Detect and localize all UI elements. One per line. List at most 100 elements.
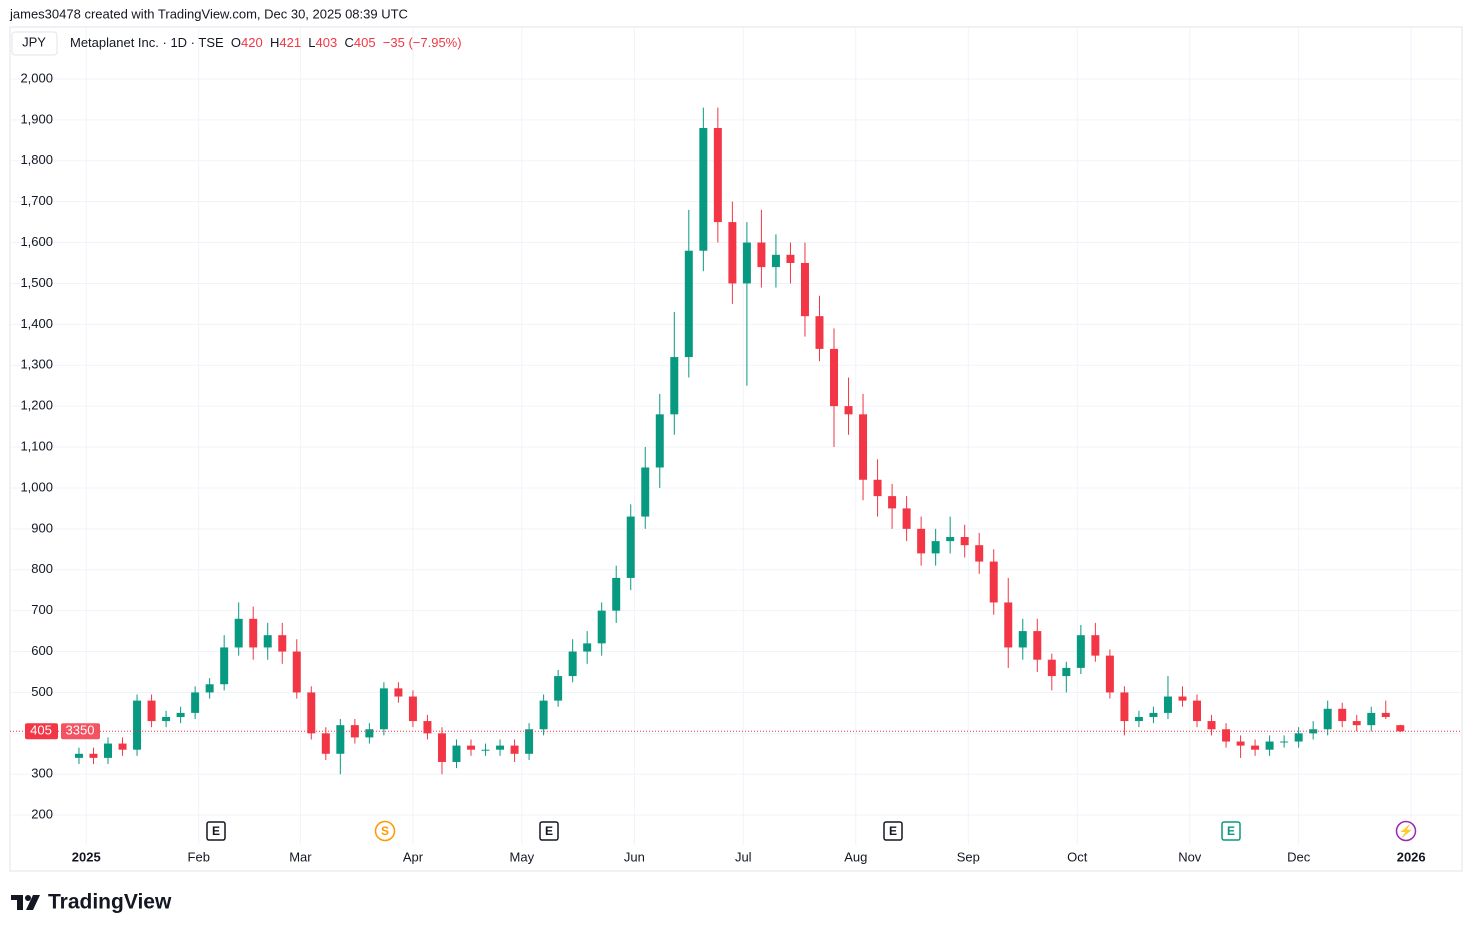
candle-body xyxy=(844,406,853,415)
event-label: E xyxy=(212,824,220,838)
candle-body xyxy=(1309,729,1318,734)
candle-body xyxy=(1091,635,1100,656)
candle-body xyxy=(1163,696,1172,713)
candle-body xyxy=(1251,745,1260,750)
candle-body xyxy=(1033,631,1042,660)
candle-body xyxy=(699,128,708,251)
candle-body xyxy=(234,618,243,648)
x-tick-label: Nov xyxy=(1178,849,1202,864)
candle-body xyxy=(742,242,751,284)
candle-body xyxy=(74,753,83,758)
candle-body xyxy=(1018,631,1027,648)
candle-body xyxy=(350,725,359,738)
candle-body xyxy=(612,577,621,611)
candle-body xyxy=(205,684,214,693)
candle-body xyxy=(931,541,940,554)
x-tick-label: 2025 xyxy=(72,849,101,864)
ohlc-value: 420 xyxy=(241,35,263,50)
candle-body xyxy=(1367,712,1376,726)
price-label-extra: 3350 xyxy=(66,723,95,738)
ohlc-value: 405 xyxy=(353,35,376,50)
candle-body xyxy=(249,618,258,648)
candle-body xyxy=(176,712,185,717)
candle-body xyxy=(510,745,519,754)
caption: james30478 created with TradingView.com,… xyxy=(9,6,408,21)
candle-body xyxy=(1105,655,1114,693)
currency-box xyxy=(11,31,58,56)
candle-body xyxy=(597,610,606,644)
y-tick-label: 700 xyxy=(31,602,53,617)
candle-body xyxy=(859,414,868,480)
candle-body xyxy=(278,635,287,652)
candle-body xyxy=(975,545,984,562)
event-marker xyxy=(1395,820,1417,842)
event-marker xyxy=(883,821,903,841)
y-tick-label: 2,000 xyxy=(20,70,53,85)
ohlc-value: 421 xyxy=(279,35,302,50)
candle-body xyxy=(539,700,548,730)
candle-body xyxy=(1207,721,1216,730)
candle-body xyxy=(89,753,98,758)
candle-body xyxy=(1396,725,1405,732)
candle-body xyxy=(1280,741,1289,743)
event-label: S xyxy=(381,824,389,838)
x-tick-label: Oct xyxy=(1067,849,1088,864)
candle-body xyxy=(1338,708,1347,722)
candle-body xyxy=(1222,729,1231,742)
candle-body xyxy=(583,643,592,652)
candle-body xyxy=(728,222,737,284)
currency: JPY xyxy=(22,34,46,49)
logo-text: TradingView xyxy=(48,891,172,914)
y-tick-label: 800 xyxy=(31,561,53,576)
y-tick-label: 900 xyxy=(31,520,53,535)
candle-body xyxy=(1149,712,1158,717)
candle-body xyxy=(467,745,476,750)
candle-body xyxy=(394,688,403,697)
y-tick-label: 1,100 xyxy=(20,438,53,453)
candle-body xyxy=(960,537,969,546)
candle-body xyxy=(307,692,316,734)
candle-body xyxy=(757,242,766,268)
y-tick-label: 1,000 xyxy=(20,479,53,494)
candle-body xyxy=(1004,602,1013,648)
event-marker xyxy=(1221,821,1241,841)
y-tick-label: 1,900 xyxy=(20,111,53,126)
candle-body xyxy=(336,725,345,754)
candle-body xyxy=(1265,741,1274,750)
event-marker xyxy=(539,821,559,841)
candle-body xyxy=(800,262,809,317)
candle-body xyxy=(452,745,461,762)
x-tick-label: Apr xyxy=(403,849,424,864)
candle-body xyxy=(989,561,998,603)
price-label-box xyxy=(61,723,100,740)
candle-body xyxy=(1352,721,1361,726)
candle-body xyxy=(118,743,127,750)
y-tick-label: 1,400 xyxy=(20,316,53,331)
ohlc-value: 403 xyxy=(315,35,338,50)
price-label-box xyxy=(25,723,58,740)
price-label: 405 xyxy=(30,723,52,738)
candle-body xyxy=(423,721,432,734)
ohlc-letter: L xyxy=(308,35,316,50)
candle-body xyxy=(815,316,824,349)
candle-body xyxy=(946,537,955,542)
candle-body xyxy=(379,688,388,730)
chart-frame xyxy=(9,26,1463,872)
candle-body xyxy=(220,647,229,685)
y-tick-label: 1,700 xyxy=(20,193,53,208)
y-tick-label: 600 xyxy=(31,643,53,658)
candle-body xyxy=(1193,700,1202,722)
candle-body xyxy=(713,128,722,223)
candle-body xyxy=(830,348,839,407)
ohlc-letter: O xyxy=(230,35,242,50)
candle-body xyxy=(684,250,693,358)
y-tick-label: 1,300 xyxy=(20,357,53,372)
candle-body xyxy=(147,700,156,722)
candle-body xyxy=(365,729,374,738)
candle-body xyxy=(437,733,446,762)
candle-body xyxy=(641,467,650,517)
candle-body xyxy=(626,516,635,578)
x-tick-label: Feb xyxy=(188,849,210,864)
y-tick-label: 1,500 xyxy=(20,275,53,290)
candle-body xyxy=(902,508,911,529)
